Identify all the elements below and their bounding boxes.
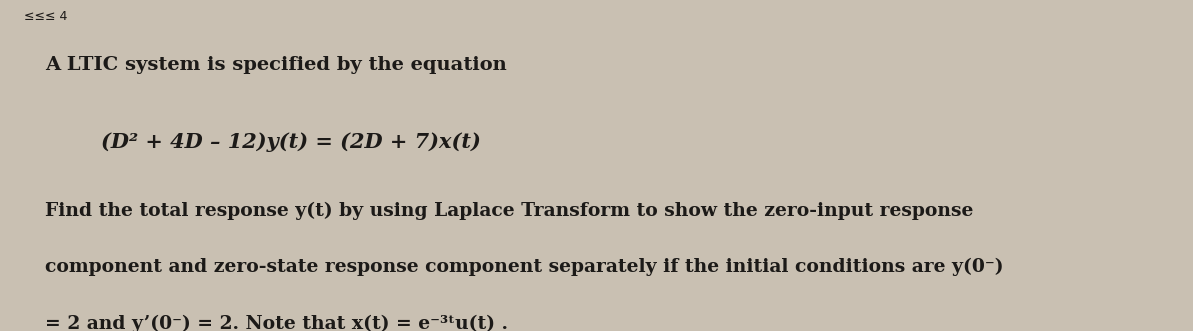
Text: A LTIC system is specified by the equation: A LTIC system is specified by the equati…: [45, 56, 507, 74]
Text: ≤≤≤ 4: ≤≤≤ 4: [24, 10, 67, 23]
Text: Find the total response y(t) by using Laplace Transform to show the zero-input r: Find the total response y(t) by using La…: [45, 202, 973, 220]
Text: (D² + 4D – 12)y(t) = (2D + 7)x(t): (D² + 4D – 12)y(t) = (2D + 7)x(t): [101, 132, 481, 152]
Text: component and zero-state response component separately if the initial conditions: component and zero-state response compon…: [45, 258, 1003, 276]
Text: = 2 and y’(0⁻) = 2. Note that x(t) = e⁻³ᵗu(t) .: = 2 and y’(0⁻) = 2. Note that x(t) = e⁻³…: [45, 314, 508, 331]
